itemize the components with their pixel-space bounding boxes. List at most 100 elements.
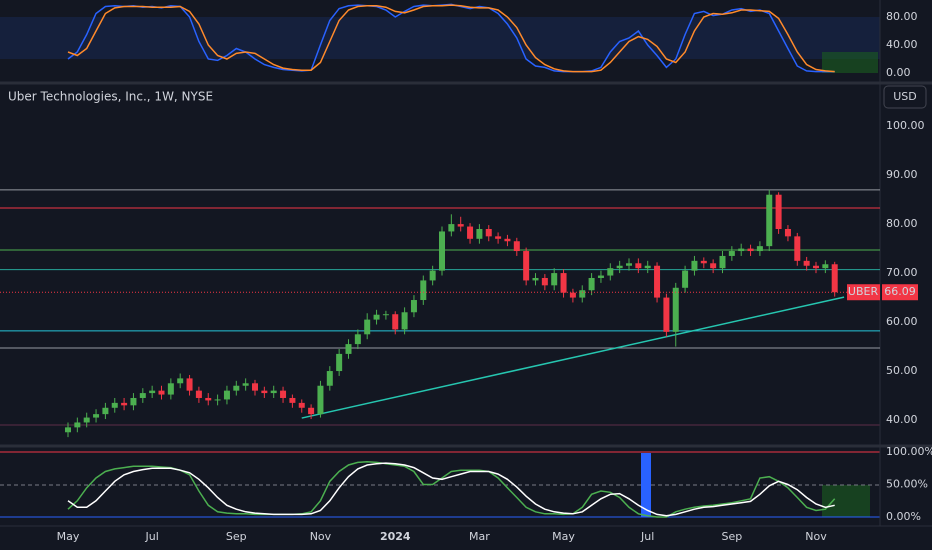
signal-box [822,52,878,73]
candle-body [364,319,371,335]
candle-body [439,231,445,271]
candle-body [626,263,632,266]
candle-body [700,260,707,264]
candle-body [663,297,670,332]
candle-body [654,265,661,298]
candle-body [223,390,230,400]
candle-body [65,427,71,433]
candle-body [308,407,315,415]
candle-body [831,264,838,293]
symbol-label: UBER [848,285,879,298]
band [0,17,880,59]
candle-body [289,397,296,403]
candle-body [410,300,417,313]
candle-body [597,275,604,278]
x-tick-label: May [552,530,575,543]
y-tick-label: 0.00 [886,66,911,79]
x-tick-label: Mar [469,530,490,543]
signal-bar [641,453,651,517]
x-tick-label: Jul [145,530,159,543]
candle-body [354,334,361,345]
y-tick-label: 100.00 [886,119,925,132]
candle-body [401,312,408,330]
candle-body [513,241,520,252]
currency-button[interactable] [883,85,927,109]
indicator-line [67,462,835,517]
candle-body [467,226,474,239]
candle-body [635,263,642,269]
candle-body [813,265,819,269]
candle-body [420,280,427,301]
y-tick-label: 60.00 [886,315,918,328]
candle-body [738,248,745,252]
price-label: 66.09 [884,285,916,298]
candle-body [766,194,773,247]
candle-body [74,422,81,428]
candle-body [195,390,202,398]
candle-body [607,268,614,276]
y-tick-label: 80.00 [886,10,918,23]
candle-body [317,385,324,415]
candle-body [541,277,548,286]
candle-body [504,238,511,242]
candle-body [579,290,586,298]
currency-label[interactable]: USD [893,90,917,103]
candle-body [719,255,726,269]
candle-body [252,383,258,391]
candle-body [139,393,146,398]
chart-title: Uber Technologies, Inc., 1W, NYSE [8,90,213,104]
candle-body [569,292,576,298]
indicator-line [67,461,836,518]
candle-body [495,236,502,239]
candle-body [794,236,801,261]
candle-body [532,277,539,281]
candle-body [345,344,352,354]
candle-body [177,378,184,384]
candle-body [214,399,221,401]
y-tick-label: 40.00 [886,413,918,426]
y-tick-label: 100.00% [886,445,932,458]
candle-body [728,251,735,256]
x-tick-label: Sep [226,530,247,543]
y-tick-label: 50.00 [886,364,918,377]
candle-body [784,229,791,237]
candle-body [588,277,595,291]
candle-body [93,414,100,418]
candle-body [102,407,109,415]
candle-body [560,273,567,293]
y-tick-label: 90.00 [886,168,918,181]
candle-body [373,314,380,320]
candle-body [158,390,165,395]
y-tick-label: 40.00 [886,38,918,51]
candle-body [298,402,305,408]
indicator-line [67,4,835,73]
candle-body [261,390,268,394]
candle-body [448,224,455,232]
symbol-box [847,284,880,301]
candle-body [186,378,193,391]
candle-body [672,287,679,332]
candle-body [270,390,277,394]
candle-body [280,390,287,398]
signal-box [822,485,870,517]
candle-body [485,229,492,237]
candle-body [644,265,651,269]
candle-body [382,314,389,316]
x-tick-label: Jul [640,530,654,543]
candle-body [429,270,436,281]
candle-body [803,260,810,266]
price-box [882,284,918,301]
candle-body [205,397,212,401]
trend-line [301,296,845,419]
candle-body [691,260,698,271]
y-tick-label: 70.00 [886,266,918,279]
candle-body [551,273,558,286]
candle-body [476,229,483,239]
y-tick-label: 0.00% [886,510,921,523]
x-tick-label: 2024 [380,530,411,543]
candle-body [326,371,333,386]
y-tick-label: 50.00% [886,478,928,491]
candle-body [710,263,717,269]
